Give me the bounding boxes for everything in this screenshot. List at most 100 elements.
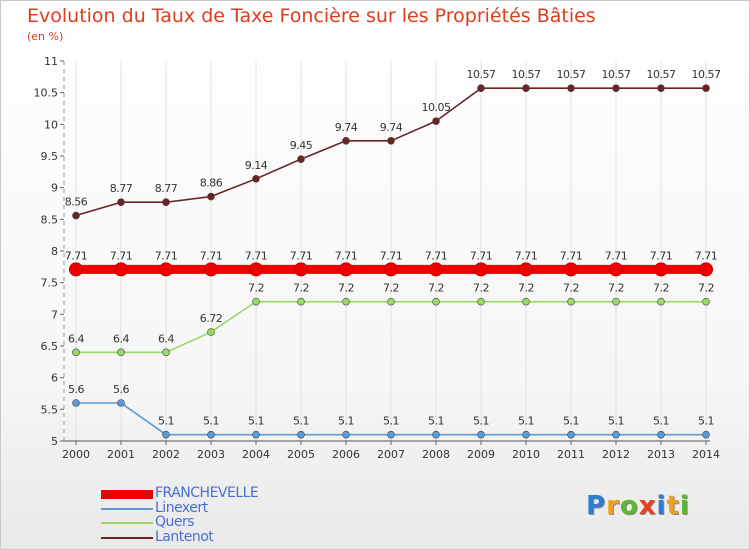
data-label-quers: 7.2 bbox=[293, 282, 309, 295]
data-point-quers bbox=[342, 297, 350, 306]
data-label-franchevelle: 7.71 bbox=[290, 249, 313, 262]
data-point-franchevelle bbox=[429, 262, 443, 277]
data-label-linexert: 5.1 bbox=[383, 415, 399, 428]
data-label-quers: 7.2 bbox=[653, 282, 669, 295]
data-label-lantenot: 10.57 bbox=[467, 68, 496, 81]
data-point-franchevelle bbox=[519, 262, 533, 277]
data-point-linexert bbox=[252, 430, 260, 439]
data-point-franchevelle bbox=[249, 262, 263, 277]
x-tick-label: 2006 bbox=[332, 448, 360, 461]
x-tick-label: 2014 bbox=[692, 448, 720, 461]
logo-letter: P bbox=[586, 491, 607, 521]
data-label-linexert: 5.1 bbox=[428, 415, 444, 428]
legend-label: FRANCHEVELLE bbox=[155, 485, 259, 501]
y-tick-label: 8 bbox=[51, 245, 58, 258]
legend-label: Quers bbox=[155, 514, 195, 530]
data-point-linexert bbox=[342, 430, 350, 439]
y-tick-label: 9.5 bbox=[41, 150, 59, 163]
data-label-quers: 6.72 bbox=[200, 312, 223, 325]
data-label-linexert: 5.1 bbox=[293, 415, 309, 428]
data-point-lantenot bbox=[702, 84, 710, 93]
data-point-lantenot bbox=[117, 198, 125, 207]
y-tick-label: 7.5 bbox=[41, 277, 59, 290]
data-point-lantenot bbox=[207, 192, 215, 201]
x-tick-label: 2000 bbox=[62, 448, 90, 461]
legend-item-quers: Quers bbox=[101, 514, 321, 531]
data-point-linexert bbox=[612, 430, 620, 439]
data-point-linexert bbox=[567, 430, 575, 439]
data-label-linexert: 5.6 bbox=[68, 383, 84, 396]
x-tick-label: 2012 bbox=[602, 448, 630, 461]
data-point-lantenot bbox=[432, 117, 440, 125]
data-point-lantenot bbox=[252, 175, 260, 183]
data-label-linexert: 5.1 bbox=[248, 415, 264, 428]
data-label-linexert: 5.1 bbox=[608, 415, 624, 428]
data-label-franchevelle: 7.71 bbox=[65, 249, 88, 262]
data-label-franchevelle: 7.71 bbox=[605, 249, 628, 262]
data-point-linexert bbox=[477, 430, 485, 439]
data-point-quers bbox=[162, 348, 170, 357]
data-point-linexert bbox=[657, 430, 665, 439]
y-tick-label: 10.5 bbox=[34, 87, 59, 100]
y-tick-label: 6 bbox=[51, 372, 58, 385]
data-point-franchevelle bbox=[69, 262, 83, 277]
data-point-franchevelle bbox=[609, 262, 623, 277]
legend-swatch bbox=[101, 489, 153, 499]
data-label-quers: 7.2 bbox=[563, 282, 579, 295]
x-tick-label: 2010 bbox=[512, 448, 540, 461]
data-point-quers bbox=[117, 348, 125, 357]
y-tick-label: 8.5 bbox=[41, 213, 59, 226]
data-label-quers: 7.2 bbox=[473, 282, 489, 295]
y-tick-label: 9 bbox=[51, 182, 58, 195]
x-tick-label: 2002 bbox=[152, 448, 180, 461]
data-point-lantenot bbox=[72, 211, 80, 220]
data-label-quers: 7.2 bbox=[698, 282, 714, 295]
logo-letter: t bbox=[666, 491, 680, 521]
data-label-lantenot: 9.74 bbox=[335, 121, 358, 134]
data-point-quers bbox=[702, 297, 710, 306]
data-label-linexert: 5.1 bbox=[518, 415, 534, 428]
data-point-lantenot bbox=[387, 137, 395, 145]
y-tick-label: 10 bbox=[44, 118, 58, 131]
data-label-franchevelle: 7.71 bbox=[425, 249, 448, 262]
data-label-lantenot: 8.77 bbox=[155, 182, 178, 195]
data-label-quers: 7.2 bbox=[518, 282, 534, 295]
data-point-quers bbox=[477, 297, 485, 306]
data-label-lantenot: 10.57 bbox=[602, 68, 631, 81]
data-point-linexert bbox=[387, 430, 395, 439]
logo-letter: r bbox=[606, 491, 620, 521]
data-label-quers: 7.2 bbox=[428, 282, 444, 295]
data-point-quers bbox=[207, 328, 215, 336]
data-label-franchevelle: 7.71 bbox=[650, 249, 673, 262]
legend: FRANCHEVELLE Linexert Quers Lantenot bbox=[101, 485, 321, 546]
legend-item-linexert: Linexert bbox=[101, 500, 321, 517]
y-tick-label: 7 bbox=[51, 308, 58, 321]
data-label-lantenot: 8.86 bbox=[200, 177, 223, 190]
data-point-quers bbox=[387, 297, 395, 306]
data-point-lantenot bbox=[162, 198, 170, 207]
data-point-linexert bbox=[207, 430, 215, 439]
data-point-franchevelle bbox=[384, 262, 398, 277]
x-tick-label: 2009 bbox=[467, 448, 495, 461]
data-label-lantenot: 8.56 bbox=[65, 196, 88, 209]
legend-label: Lantenot bbox=[155, 528, 214, 545]
y-tick-label: 5 bbox=[51, 435, 58, 448]
x-tick-label: 2008 bbox=[422, 448, 450, 461]
x-tick-label: 2001 bbox=[107, 448, 135, 461]
data-point-linexert bbox=[522, 430, 530, 439]
chart-title: Evolution du Taux de Taxe Foncière sur l… bbox=[27, 5, 596, 27]
x-tick-label: 2004 bbox=[242, 448, 270, 461]
data-point-linexert bbox=[432, 430, 440, 439]
data-label-franchevelle: 7.71 bbox=[155, 249, 178, 262]
legend-item-lantenot: Lantenot bbox=[101, 528, 321, 546]
logo-letter: x bbox=[638, 491, 657, 521]
data-label-lantenot: 9.74 bbox=[380, 121, 403, 134]
data-point-lantenot bbox=[612, 84, 620, 93]
data-label-quers: 7.2 bbox=[248, 282, 264, 295]
data-point-quers bbox=[612, 297, 620, 306]
data-label-franchevelle: 7.71 bbox=[515, 249, 538, 262]
legend-swatch bbox=[101, 522, 153, 524]
data-point-linexert bbox=[162, 430, 170, 439]
